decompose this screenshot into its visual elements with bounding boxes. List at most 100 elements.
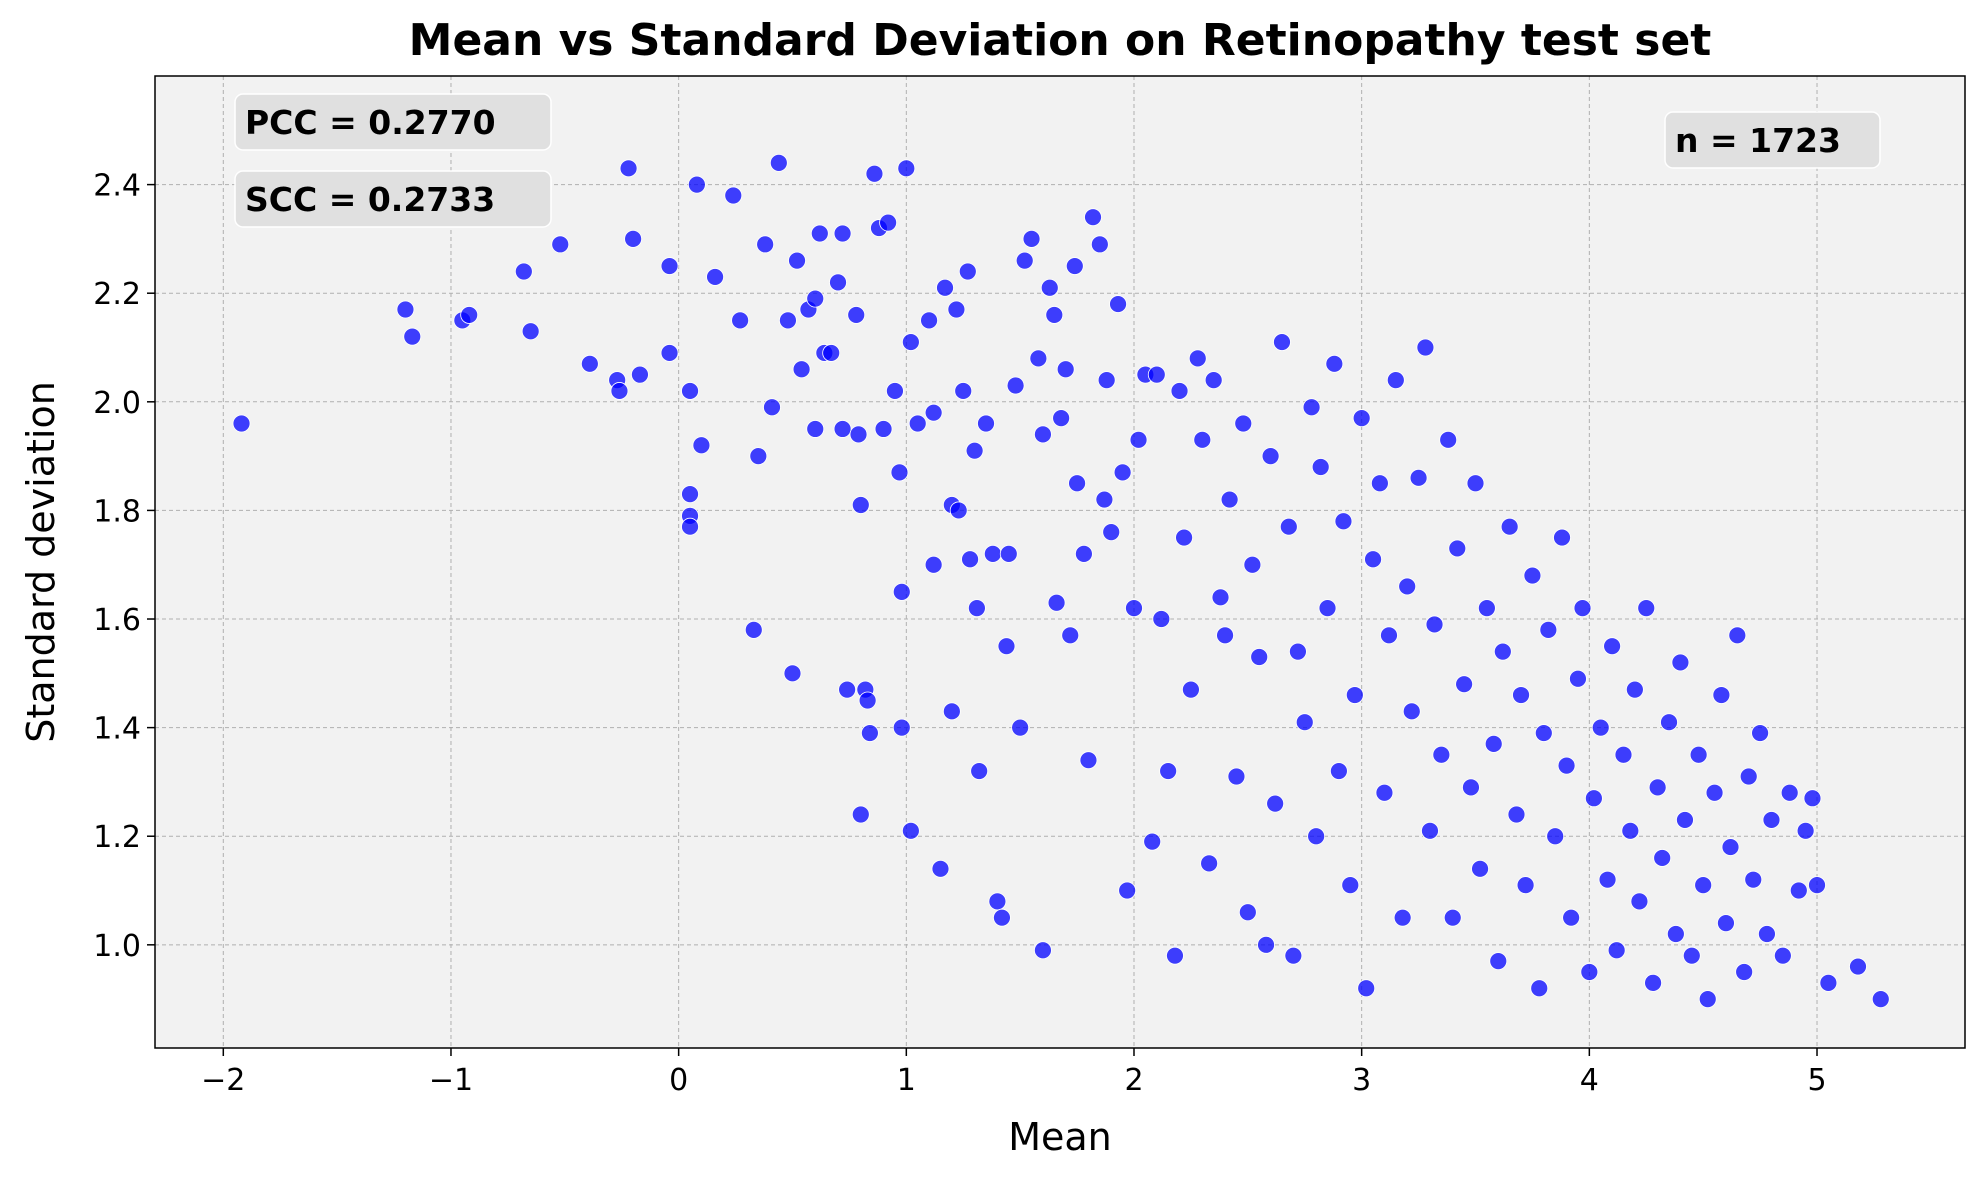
data-point: [1471, 859, 1489, 878]
data-point: [1188, 349, 1207, 368]
data-point: [847, 306, 866, 324]
data-point: [1493, 642, 1512, 661]
data-point: [1580, 963, 1599, 981]
data-point: [958, 262, 977, 281]
scc-annotation-box: [234, 170, 552, 228]
data-point: [1261, 447, 1280, 466]
data-point: [965, 441, 984, 460]
data-point: [756, 235, 775, 254]
data-point: [1421, 821, 1439, 840]
y-tick-label: 1.6: [93, 603, 141, 638]
data-point: [1295, 713, 1314, 732]
data-point: [1386, 371, 1405, 389]
data-point: [874, 420, 893, 438]
data-point: [1065, 257, 1084, 275]
data-point: [892, 582, 911, 601]
data-point: [1279, 517, 1298, 536]
data-point: [1216, 626, 1234, 645]
data-point: [1113, 463, 1132, 482]
data-point: [1152, 610, 1171, 628]
data-point: [1170, 382, 1189, 400]
data-point: [1250, 648, 1269, 666]
data-point: [1402, 702, 1421, 721]
data-point: [1682, 946, 1701, 965]
data-point: [1607, 941, 1626, 960]
data-point: [1598, 870, 1617, 889]
data-point: [681, 382, 699, 400]
data-point: [947, 300, 966, 319]
y-tick-label: 1.2: [93, 820, 141, 855]
data-point: [1466, 474, 1485, 493]
data-point: [851, 805, 870, 824]
data-point: [810, 224, 829, 243]
data-point: [1175, 528, 1193, 547]
data-point: [954, 382, 973, 400]
data-point: [232, 414, 251, 433]
data-point: [1143, 832, 1162, 851]
data-point: [920, 311, 938, 330]
x-tick-label: 0: [669, 1063, 688, 1098]
data-point: [1425, 615, 1444, 634]
data-point: [993, 908, 1011, 927]
data-point: [1266, 794, 1285, 813]
data-point: [1689, 745, 1708, 764]
data-point: [619, 159, 638, 178]
data-point: [822, 344, 841, 362]
data-point: [1758, 925, 1776, 943]
x-tick-label: 3: [1352, 1063, 1371, 1098]
data-point: [521, 322, 540, 341]
axis-ticks: −2 −1 0 1 2 3 4 5 1.0 1.2 1.4 1.6 1.8 2.0 2.2 2.4: [93, 169, 1826, 1098]
data-point: [970, 762, 989, 780]
data-point: [967, 599, 986, 618]
data-point: [1220, 490, 1239, 509]
data-point: [1006, 376, 1025, 395]
scc-annotation-text: SCC = 0.2733: [245, 180, 495, 219]
data-point: [396, 300, 415, 319]
y-tick-label: 2.0: [93, 386, 141, 421]
x-tick-label: 1: [897, 1063, 916, 1098]
x-axis-label: Mean: [1008, 1115, 1112, 1159]
data-point: [1621, 821, 1640, 840]
x-tick-label: 4: [1580, 1063, 1599, 1098]
data-point: [1159, 762, 1178, 780]
data-point: [1200, 854, 1219, 873]
data-point: [403, 327, 422, 346]
data-point: [1591, 718, 1610, 737]
data-point: [1011, 718, 1030, 737]
data-point: [1796, 821, 1815, 840]
data-point: [731, 311, 750, 330]
data-point: [1443, 908, 1462, 927]
data-point: [1029, 349, 1048, 368]
y-tick-label: 2.4: [93, 169, 141, 204]
data-point: [1751, 724, 1769, 742]
data-point: [961, 550, 979, 569]
data-point: [763, 398, 781, 417]
data-point: [460, 306, 479, 324]
scc-annotation: SCC = 0.2733: [234, 170, 552, 228]
data-point: [1047, 593, 1066, 612]
data-point: [1584, 789, 1603, 808]
data-point: [886, 382, 904, 400]
data-point: [908, 414, 927, 433]
data-point: [858, 691, 877, 710]
data-point: [660, 344, 679, 362]
data-point: [1234, 414, 1253, 433]
data-point: [1671, 653, 1690, 672]
y-tick-label: 2.2: [93, 277, 141, 312]
data-point: [1705, 783, 1724, 802]
data-point: [1193, 430, 1212, 449]
data-point: [1227, 767, 1246, 786]
data-point: [1762, 811, 1781, 829]
data-point: [901, 333, 920, 351]
data-point: [1660, 713, 1678, 732]
data-point: [1728, 626, 1747, 645]
data-point: [924, 555, 943, 574]
data-point: [1653, 849, 1672, 867]
data-point: [1345, 686, 1364, 704]
data-point: [551, 235, 570, 254]
data-point: [1211, 588, 1230, 607]
data-point: [1455, 675, 1474, 694]
data-point: [829, 273, 847, 292]
data-point: [1393, 908, 1412, 927]
x-tick-label: −2: [201, 1063, 245, 1098]
